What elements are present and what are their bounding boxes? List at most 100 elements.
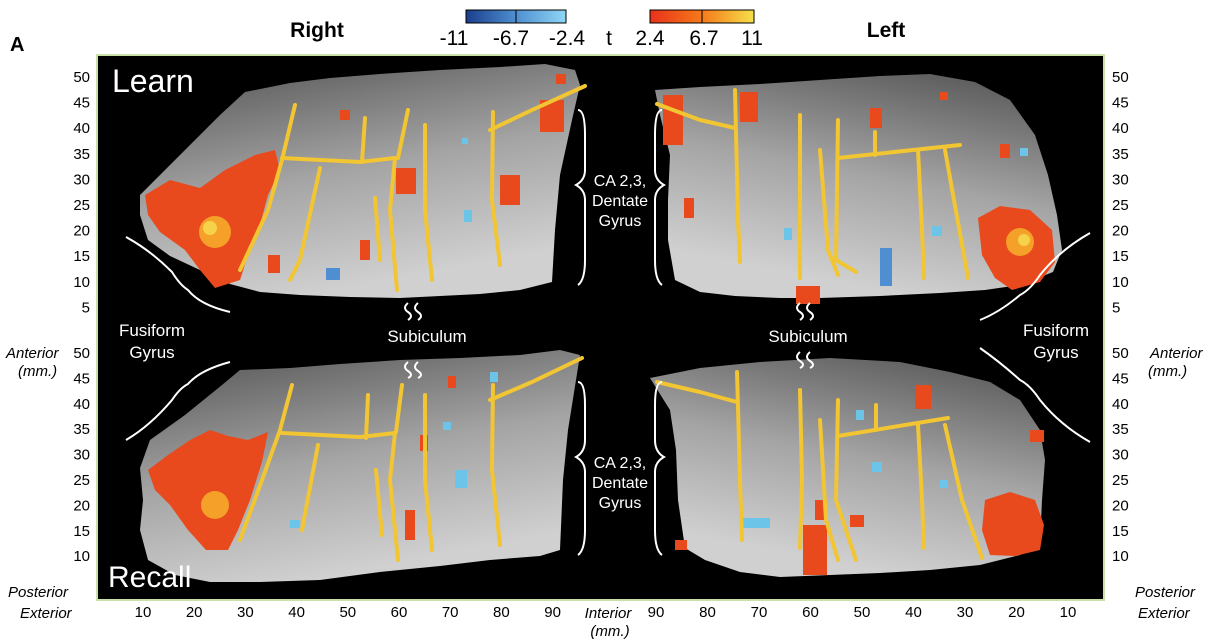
svg-text:Gyrus: Gyrus xyxy=(1033,343,1078,362)
axis-tick-label: 35 xyxy=(1112,421,1129,438)
x-ticks-left-hemisphere: 90 80 70 60 50 40 30 20 10 xyxy=(648,604,1077,621)
axis-tick-label: 10 xyxy=(73,548,90,565)
svg-text:CA 2,3,: CA 2,3, xyxy=(594,173,646,190)
axis-tick-label: 40 xyxy=(1112,396,1129,413)
svg-text:Dentate: Dentate xyxy=(592,475,648,492)
fusiform-label-left: Fusiform Gyrus xyxy=(1023,321,1089,362)
axis-tick-label: 70 xyxy=(442,604,459,621)
svg-text:CA 2,3,: CA 2,3, xyxy=(594,455,646,472)
pos-scale-max: 11 xyxy=(741,27,763,50)
right-hemisphere-title: Right xyxy=(290,19,344,42)
axis-tick-label: 80 xyxy=(493,604,510,621)
svg-text:Gyrus: Gyrus xyxy=(599,495,642,512)
svg-text:Dentate: Dentate xyxy=(592,193,648,210)
x-ticks-right-hemisphere: 10 20 30 40 50 60 70 80 90 xyxy=(135,604,561,621)
axis-tick-label: 10 xyxy=(1112,274,1129,291)
axis-tick-label: 15 xyxy=(73,523,90,540)
axis-tick-label: 10 xyxy=(1112,548,1129,565)
axis-tick-label: 25 xyxy=(1112,197,1129,214)
recall-label: Recall xyxy=(108,561,191,594)
axis-tick-label: 45 xyxy=(73,370,90,387)
neg-scale-max: -2.4 xyxy=(549,27,586,50)
axis-tick-label: 30 xyxy=(1112,447,1129,464)
interior-mm-label: (mm.) xyxy=(590,623,629,640)
interior-label: Interior xyxy=(585,605,633,622)
axis-tick-label: 15 xyxy=(1112,523,1129,540)
ca-dentate-label-bottom: CA 2,3, Dentate Gyrus xyxy=(592,455,648,512)
axis-tick-label: 20 xyxy=(73,223,90,240)
ca-dentate-label-top: CA 2,3, Dentate Gyrus xyxy=(592,173,648,230)
axis-tick-label: 20 xyxy=(1112,223,1129,240)
pos-scale-mid: 6.7 xyxy=(689,27,718,50)
axis-tick-label: 50 xyxy=(1112,345,1129,362)
neg-scale-min: -11 xyxy=(440,27,469,50)
panel-label: A xyxy=(10,34,24,56)
subiculum-label-right: Subiculum xyxy=(387,327,466,346)
stat-symbol: t xyxy=(606,27,612,50)
axis-tick-label: 40 xyxy=(73,120,90,137)
axis-tick-label: 30 xyxy=(237,604,254,621)
axis-tick-label: 50 xyxy=(73,69,90,86)
axis-tick-label: 50 xyxy=(854,604,871,621)
fusiform-label-right: Fusiform Gyrus xyxy=(119,321,185,362)
axis-tick-label: 90 xyxy=(544,604,561,621)
axis-tick-label: 80 xyxy=(699,604,716,621)
axis-tick-label: 70 xyxy=(751,604,768,621)
posterior-label-left: Posterior xyxy=(8,584,69,601)
anterior-label-left: Anterior xyxy=(5,345,60,362)
axis-tick-label: 25 xyxy=(73,472,90,489)
axis-tick-label: 25 xyxy=(73,197,90,214)
y-ticks-left-top: 50 45 40 35 30 25 20 15 10 5 xyxy=(73,69,90,316)
axis-tick-label: 40 xyxy=(905,604,922,621)
y-ticks-left-bottom: 50 45 40 35 30 25 20 15 10 xyxy=(73,345,90,565)
axis-tick-label: 40 xyxy=(1112,120,1129,137)
svg-text:Gyrus: Gyrus xyxy=(129,343,174,362)
axis-tick-label: 45 xyxy=(1112,95,1129,112)
y-ticks-right-bottom: 50 45 40 35 30 25 20 15 10 xyxy=(1112,345,1129,565)
axis-tick-label: 60 xyxy=(802,604,819,621)
axis-tick-label: 10 xyxy=(135,604,152,621)
svg-text:Gyrus: Gyrus xyxy=(599,213,642,230)
axis-tick-label: 50 xyxy=(1112,69,1129,86)
axis-tick-label: 40 xyxy=(73,396,90,413)
axis-tick-label: 30 xyxy=(957,604,974,621)
anterior-label-right: Anterior xyxy=(1149,345,1204,362)
axis-tick-label: 30 xyxy=(73,171,90,188)
svg-text:Fusiform: Fusiform xyxy=(1023,321,1089,340)
positive-activations xyxy=(145,74,1055,575)
axis-tick-label: 10 xyxy=(73,274,90,291)
left-hemisphere-title: Left xyxy=(867,19,906,42)
axis-tick-label: 50 xyxy=(73,345,90,362)
flatmap-left-recall xyxy=(650,358,1045,577)
axis-tick-label: 45 xyxy=(73,95,90,112)
axis-tick-label: 60 xyxy=(391,604,408,621)
mm-label-right: (mm.) xyxy=(1148,363,1187,380)
axis-tick-label: 35 xyxy=(73,146,90,163)
axis-tick-label: 20 xyxy=(1008,604,1025,621)
mm-label-left: (mm.) xyxy=(18,363,57,380)
y-ticks-right-top: 50 45 40 35 30 25 20 15 10 5 xyxy=(1112,69,1129,316)
axis-tick-label: 30 xyxy=(73,447,90,464)
boundary-traces xyxy=(238,84,984,562)
axis-tick-label: 40 xyxy=(288,604,305,621)
learn-label: Learn xyxy=(112,63,194,99)
axis-tick-label: 50 xyxy=(339,604,356,621)
svg-text:Fusiform: Fusiform xyxy=(119,321,185,340)
axis-tick-label: 15 xyxy=(1112,248,1129,265)
neg-scale-mid: -6.7 xyxy=(493,27,529,50)
axis-tick-label: 30 xyxy=(1112,171,1129,188)
posterior-label-right: Posterior xyxy=(1135,584,1196,601)
negative-activations xyxy=(290,138,1028,528)
axis-tick-label: 35 xyxy=(73,421,90,438)
flatmap-right-recall xyxy=(140,350,580,582)
axis-tick-label: 20 xyxy=(186,604,203,621)
axis-tick-label: 10 xyxy=(1060,604,1077,621)
axis-tick-label: 25 xyxy=(1112,472,1129,489)
axis-tick-label: 5 xyxy=(82,299,90,316)
pos-scale-min: 2.4 xyxy=(635,27,665,50)
axis-tick-label: 15 xyxy=(73,248,90,265)
axis-tick-label: 90 xyxy=(648,604,665,621)
region-braces xyxy=(125,109,1091,556)
exterior-label-right: Exterior xyxy=(1138,605,1191,622)
